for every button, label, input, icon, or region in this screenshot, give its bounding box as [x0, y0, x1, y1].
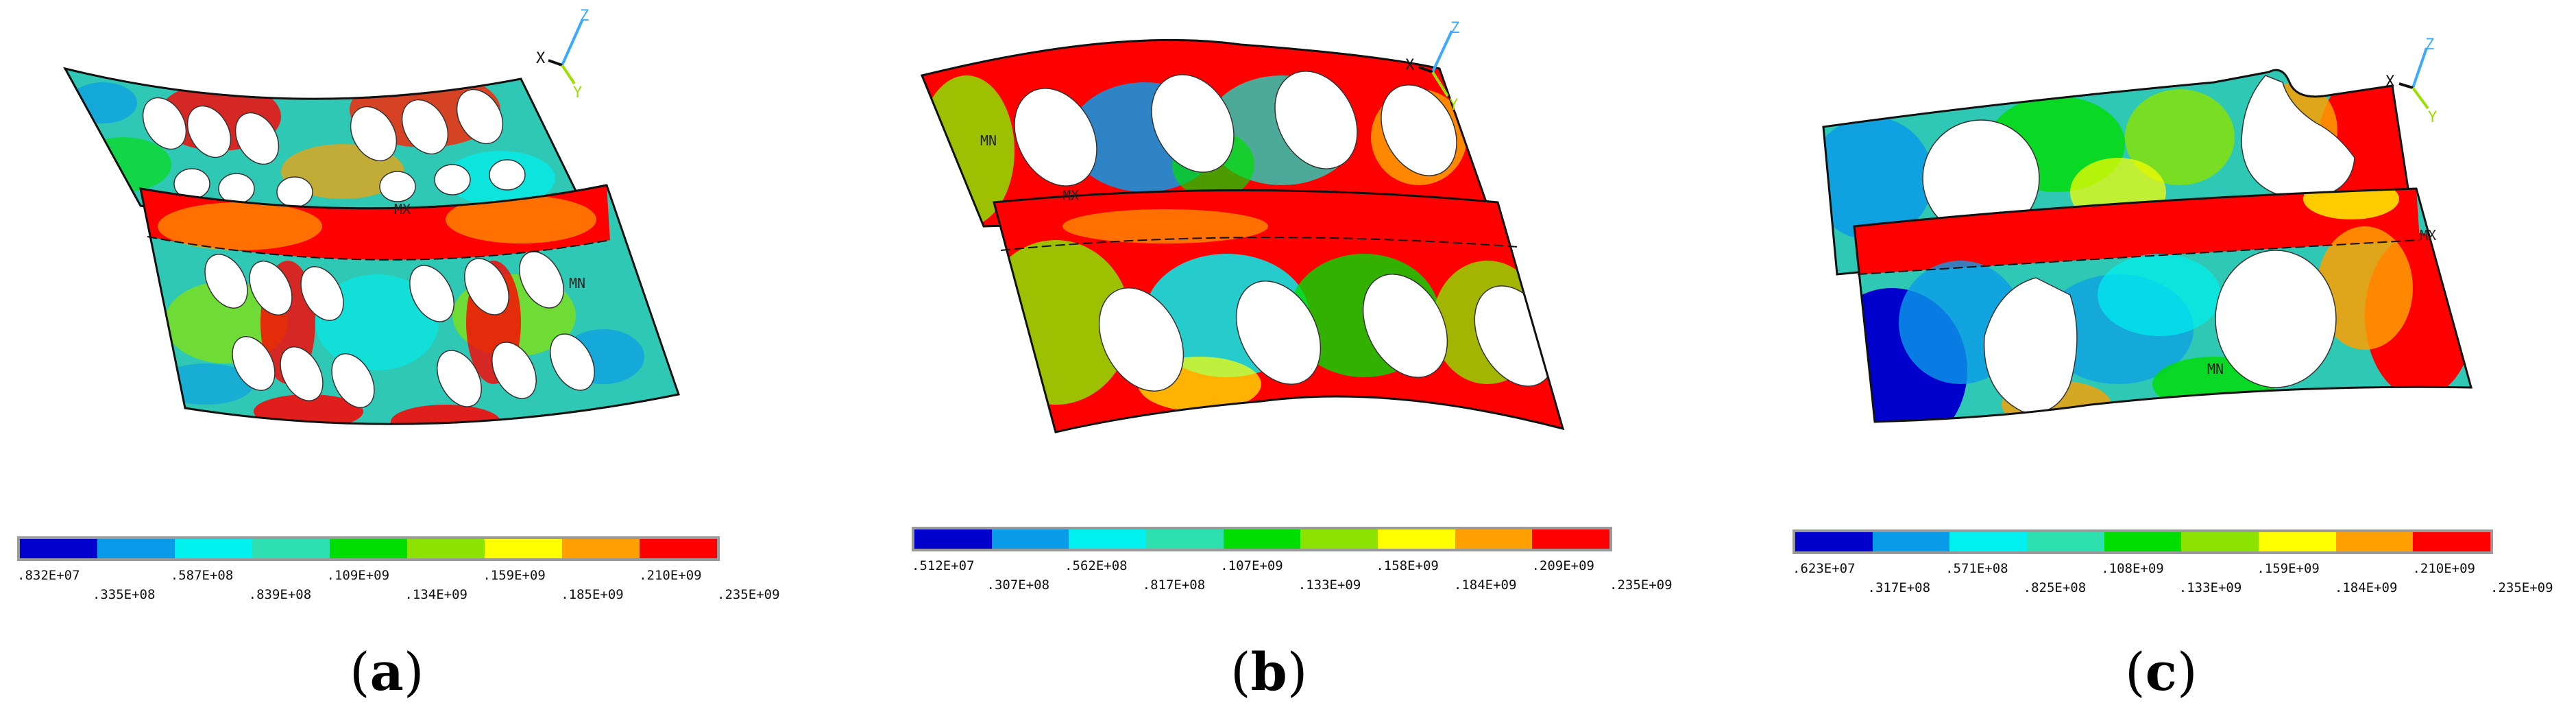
stress-contour-plot-c: MX MN Z X Y — [1822, 36, 2472, 423]
legend-tick: .159E+09 — [483, 568, 546, 583]
legend-tick: .235E+09 — [717, 587, 780, 602]
legend-swatch — [1069, 529, 1147, 549]
max-marker-a: MX — [394, 201, 411, 217]
legend-tick: .817E+08 — [1142, 577, 1206, 593]
legend-tick: .185E+09 — [561, 587, 624, 602]
legend-swatch — [2335, 532, 2414, 551]
legend-swatch — [1300, 529, 1378, 549]
legend-tick: .158E+09 — [1376, 558, 1439, 573]
legend-swatch — [2027, 532, 2104, 551]
legend-swatch — [914, 529, 992, 549]
svg-text:Y: Y — [1449, 97, 1458, 114]
front-plate-a — [141, 185, 679, 425]
min-marker-a: MN — [569, 275, 585, 291]
max-marker-b: MX — [1062, 187, 1079, 204]
min-marker-b: MN — [980, 132, 997, 149]
legend-swatch — [1872, 532, 1950, 551]
legend-swatch — [407, 539, 485, 558]
legend-tick: .512E+07 — [912, 558, 975, 573]
legend-swatch — [252, 539, 330, 558]
svg-text:Y: Y — [2428, 109, 2437, 126]
legend-tick: .133E+09 — [2178, 580, 2242, 595]
svg-text:Z: Z — [2425, 36, 2434, 53]
svg-text:X: X — [2385, 73, 2395, 91]
legend-tick: .134E+09 — [404, 587, 467, 602]
legend-tick: .209E+09 — [1531, 558, 1594, 573]
stress-contour-plot-a: MX MN Z X Y — [63, 8, 680, 425]
legend-tick: .210E+09 — [639, 568, 702, 583]
legend-tick: .235E+09 — [1609, 577, 1673, 593]
legend-swatch — [175, 539, 252, 558]
legend-tick: .235E+09 — [2490, 580, 2553, 595]
svg-text:X: X — [1405, 57, 1415, 74]
legend-swatch — [2259, 532, 2336, 551]
legend-swatch — [1532, 529, 1610, 549]
legend-tick: .587E+08 — [170, 568, 234, 583]
panel-b: MN MX Z X Y .512E+07 .307E+08 .562E+08 .… — [857, 0, 1714, 727]
legend-tick: .133E+09 — [1298, 577, 1361, 593]
color-legend-a — [17, 536, 720, 561]
legend-swatch — [2181, 532, 2259, 551]
legend-swatch — [1795, 532, 1873, 551]
stress-contour-plot-b: MN MX Z X Y — [920, 20, 1565, 433]
svg-text:Z: Z — [1450, 20, 1459, 37]
panel-a: MX MN Z X Y .832E+07 .335E+08 .587E+08 .… — [0, 0, 843, 727]
legend-tick: .210E+09 — [2412, 561, 2475, 576]
legend-tick: .109E+09 — [326, 568, 390, 583]
panel-c: MX MN Z X Y .623E+07 .317E+08 .571E+08 .… — [1734, 0, 2576, 727]
legend-tick: .107E+09 — [1220, 558, 1283, 573]
panel-caption-a: (a) — [350, 641, 424, 702]
front-plate-b — [994, 190, 1563, 432]
legend-swatch — [991, 529, 1069, 549]
legend-tick: .335E+08 — [92, 587, 156, 602]
legend-swatch — [485, 539, 562, 558]
panel-caption-c: (c) — [2125, 641, 2198, 702]
min-marker-c: MN — [2207, 361, 2224, 377]
legend-swatch — [1223, 529, 1301, 549]
legend-tick: .307E+08 — [986, 577, 1050, 593]
legend-swatch — [20, 539, 97, 558]
legend-tick: .832E+07 — [17, 568, 80, 583]
max-marker-c: MX — [2420, 227, 2436, 243]
color-legend-c — [1793, 529, 2493, 554]
legend-tick: .317E+08 — [1867, 580, 1931, 595]
legend-tick: .184E+09 — [2334, 580, 2398, 595]
legend-swatch — [1949, 532, 2028, 551]
legend-tick: .839E+08 — [248, 587, 312, 602]
legend-tick: .623E+07 — [1793, 561, 1856, 576]
legend-swatch — [562, 539, 640, 558]
panel-caption-b: (b) — [1230, 641, 1308, 702]
legend-tick: .562E+08 — [1065, 558, 1128, 573]
legend-swatch — [330, 539, 407, 558]
legend-tick: .159E+09 — [2257, 561, 2320, 576]
axis-triad-b: Z X Y — [1405, 20, 1459, 114]
legend-swatch — [640, 539, 717, 558]
legend-swatch — [2413, 532, 2491, 551]
color-legend-b — [912, 527, 1612, 551]
legend-swatch — [2104, 532, 2182, 551]
legend-tick: .108E+09 — [2101, 561, 2164, 576]
legend-tick: .184E+09 — [1453, 577, 1517, 593]
axis-triad-a: Z X Y — [536, 8, 589, 102]
svg-text:Y: Y — [573, 84, 582, 102]
svg-text:Z: Z — [580, 8, 589, 25]
legend-swatch — [1146, 529, 1224, 549]
axis-triad-c: Z X Y — [2385, 36, 2437, 126]
legend-swatch — [1455, 529, 1533, 549]
legend-tick: .571E+08 — [1945, 561, 2008, 576]
svg-text:X: X — [536, 50, 546, 67]
legend-swatch — [97, 539, 175, 558]
legend-tick: .825E+08 — [2023, 580, 2087, 595]
legend-swatch — [1378, 529, 1455, 549]
